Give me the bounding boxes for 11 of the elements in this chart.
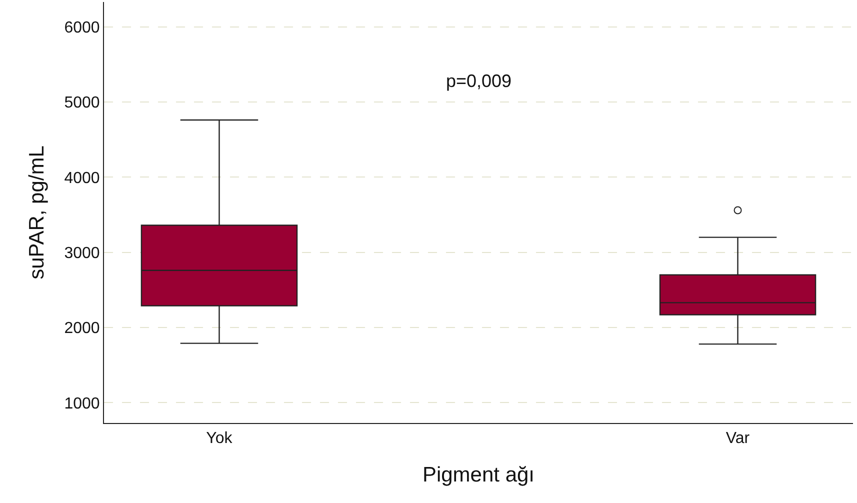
y-tick-label: 3000 bbox=[64, 244, 100, 262]
x-axis-title: Pigment ağı bbox=[422, 463, 535, 486]
y-tick-label: 5000 bbox=[64, 94, 100, 112]
x-tick-label: Var bbox=[726, 430, 750, 448]
annotation: p=0,009 bbox=[446, 71, 512, 91]
y-tick-label: 6000 bbox=[64, 19, 100, 36]
y-axis-title: suPAR, pg/mL bbox=[25, 146, 48, 280]
y-tick-label: 1000 bbox=[64, 395, 100, 412]
x-tick-label: Yok bbox=[206, 430, 234, 448]
y-tick-label: 2000 bbox=[64, 320, 100, 338]
y-tick-label: 4000 bbox=[64, 170, 100, 187]
